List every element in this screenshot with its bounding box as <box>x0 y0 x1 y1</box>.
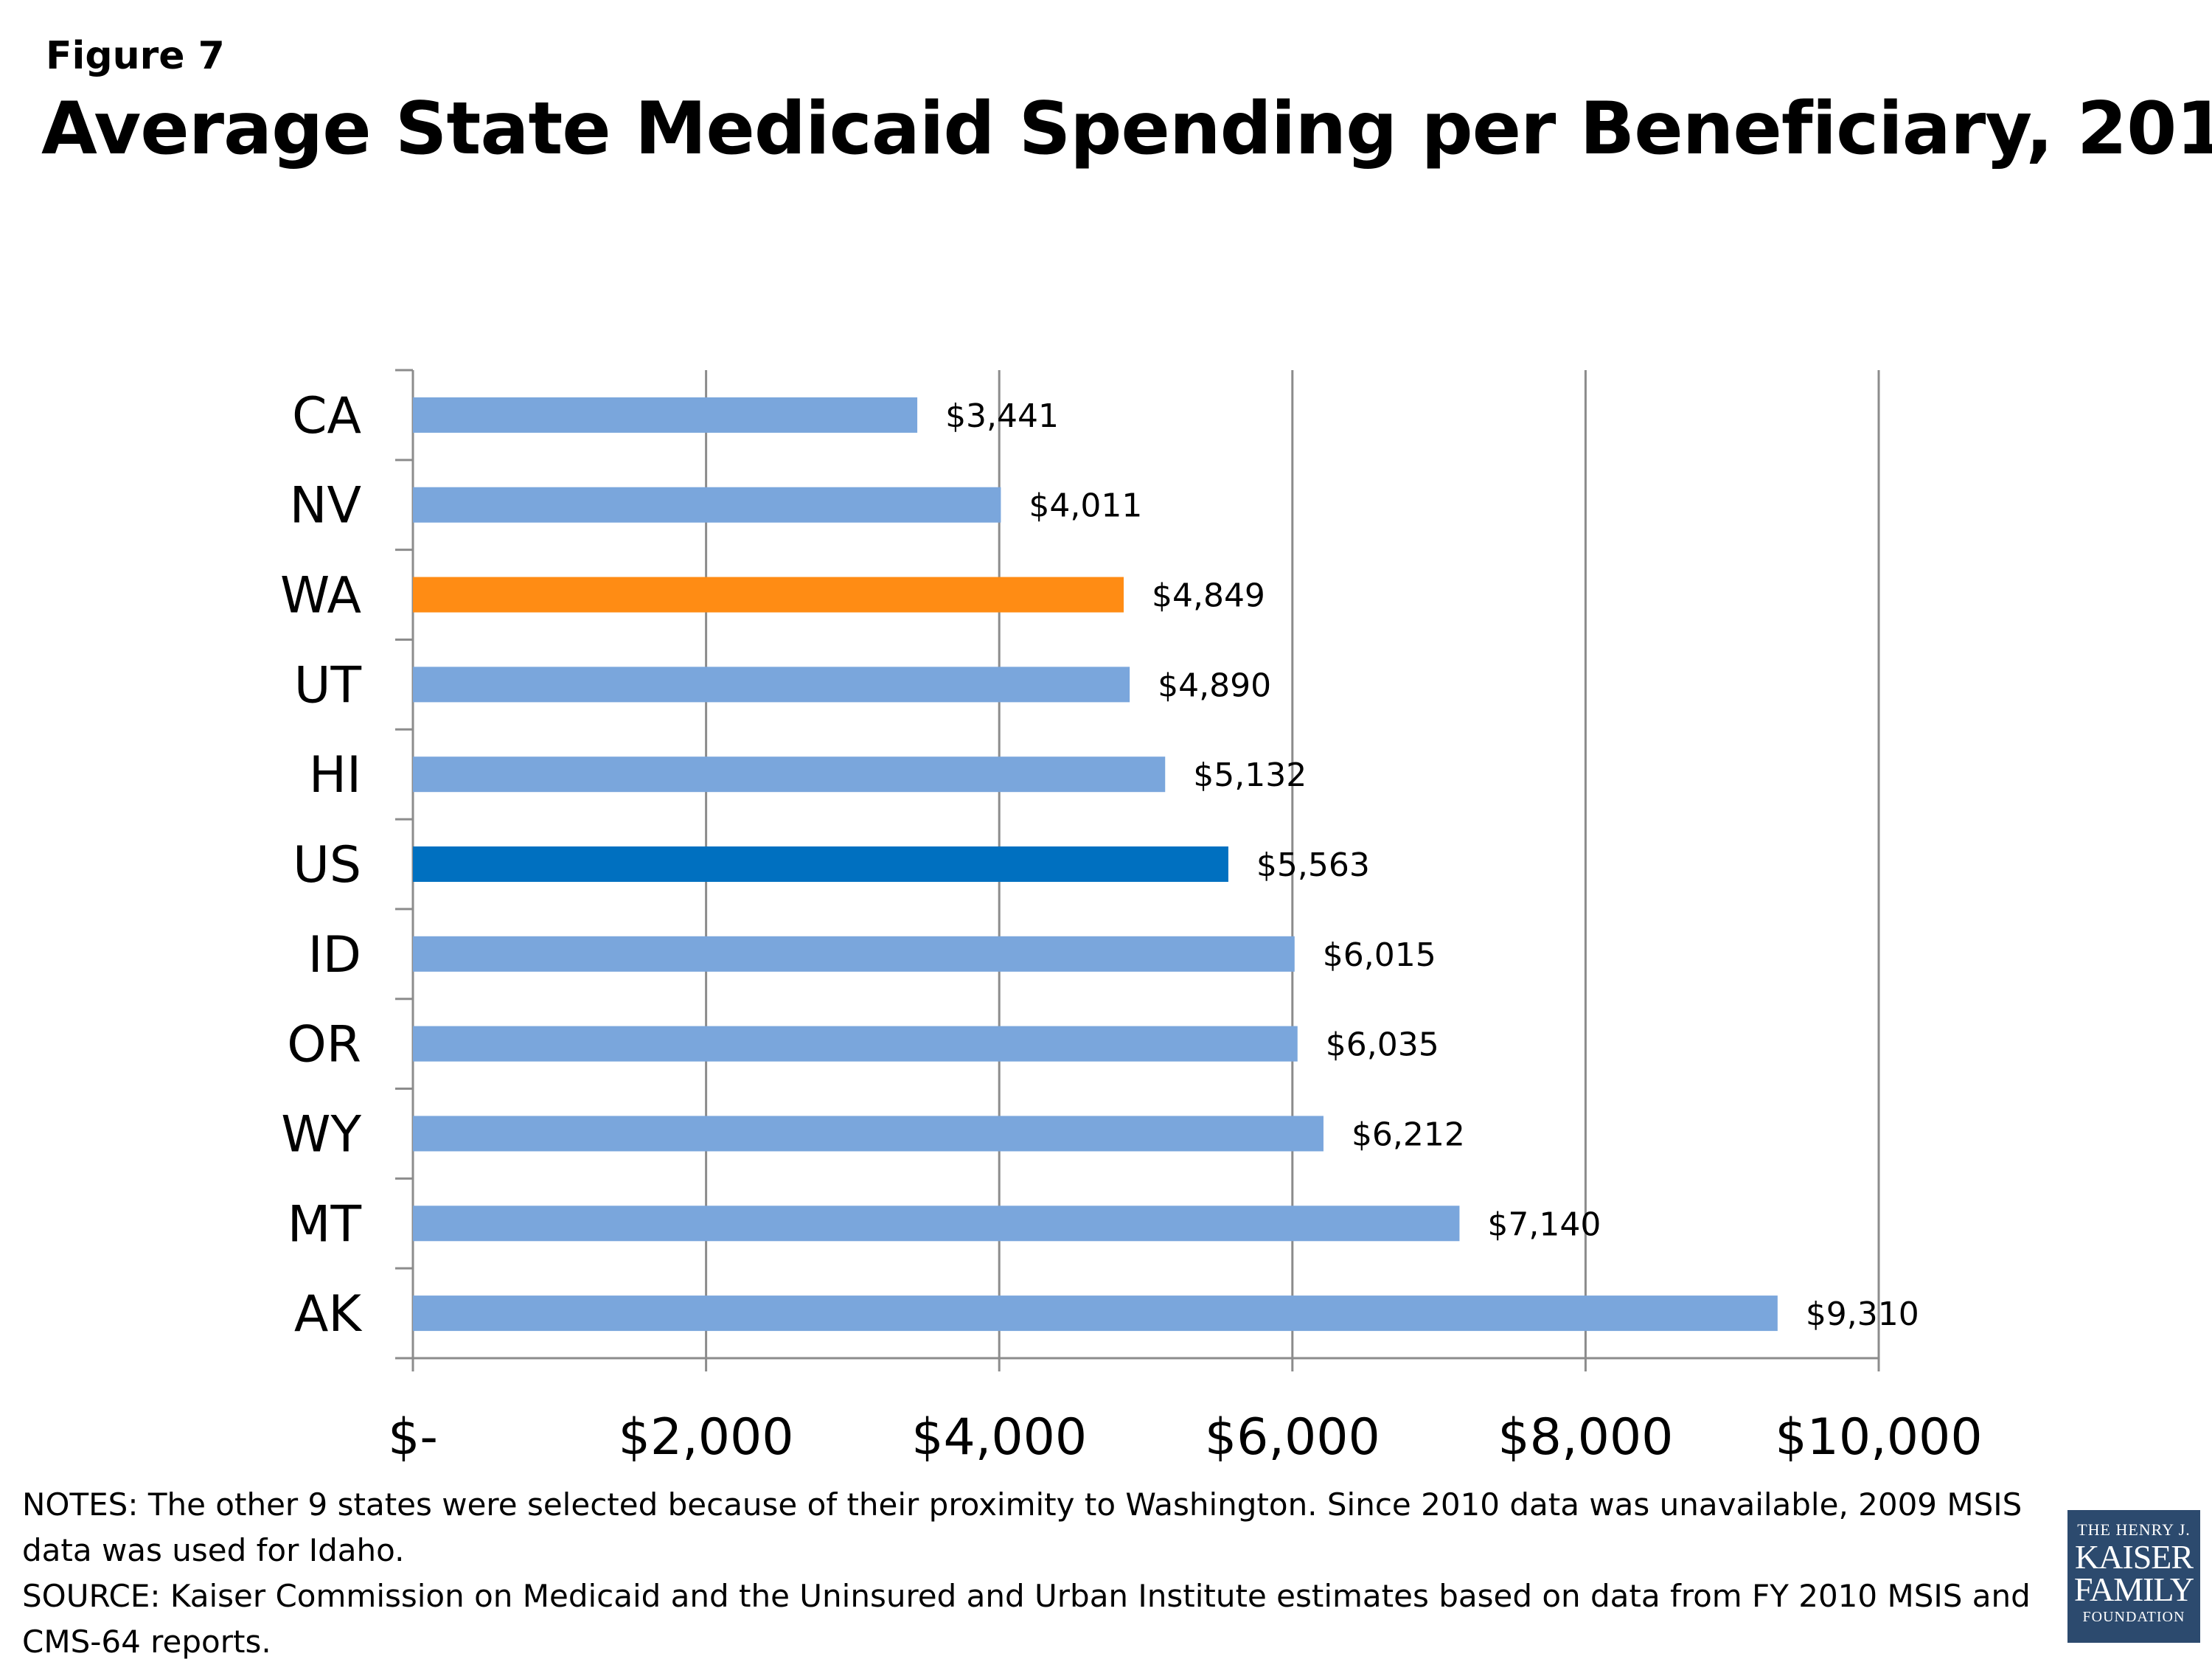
bar-ca <box>413 397 918 433</box>
data-label: $3,441 <box>945 397 1059 435</box>
y-tick-label: CA <box>292 387 361 445</box>
x-tick-label: $10,000 <box>1775 1408 1982 1467</box>
y-tick-label: HI <box>309 746 361 804</box>
kaiser-family-foundation-logo: THE HENRY J. KAISER FAMILY FOUNDATION <box>2067 1510 2200 1643</box>
logo-line-1: THE HENRY J. <box>2077 1520 2191 1539</box>
y-tick-label: WY <box>281 1105 361 1164</box>
y-tick-label: AK <box>294 1285 364 1343</box>
y-tick-label: US <box>293 836 361 894</box>
logo-line-2: KAISER <box>2074 1538 2194 1576</box>
notes-text: NOTES: The other 9 states were selected … <box>22 1486 2023 1568</box>
figure-label: Figure 7 <box>46 34 225 78</box>
x-tick-label: $6,000 <box>1205 1408 1380 1467</box>
data-label: $5,563 <box>1256 846 1370 884</box>
y-tick-label: ID <box>308 926 361 984</box>
footnotes: NOTES: The other 9 states were selected … <box>22 1482 2072 1659</box>
data-label: $4,011 <box>1029 487 1142 525</box>
bar-wy <box>413 1116 1324 1152</box>
y-tick-label: UT <box>294 656 362 714</box>
data-label: $6,015 <box>1323 936 1436 974</box>
data-label: $7,140 <box>1487 1206 1601 1243</box>
bar-hi <box>413 757 1166 793</box>
data-label: $4,890 <box>1158 667 1271 704</box>
bar-wa <box>413 577 1124 613</box>
data-label: $5,132 <box>1193 757 1307 794</box>
logo-line-3: FAMILY <box>2073 1571 2194 1608</box>
bar-chart: $- $2,000 $4,000 $6,000 $8,000 $10,000 CA $3,44… <box>280 369 1983 1467</box>
chart-title: Average State Medicaid Spending per Bene… <box>41 87 2212 171</box>
bar-ut <box>413 667 1130 703</box>
x-tick-label: $4,000 <box>911 1408 1087 1467</box>
data-label: $6,212 <box>1352 1116 1465 1153</box>
source-text: SOURCE: Kaiser Commission on Medicaid an… <box>22 1578 2031 1659</box>
x-tick-label: $- <box>388 1408 438 1467</box>
bar-ak <box>413 1295 1778 1332</box>
data-label: $4,849 <box>1152 577 1265 615</box>
y-tick-label: MT <box>288 1195 362 1253</box>
bar-or <box>413 1026 1298 1062</box>
x-tick-label: $8,000 <box>1498 1408 1673 1467</box>
data-label: $9,310 <box>1806 1295 1919 1333</box>
bar-nv <box>413 487 1001 523</box>
bar-mt <box>413 1206 1460 1242</box>
bar-id <box>413 936 1295 972</box>
y-tick-label: NV <box>290 477 361 535</box>
logo-line-4: FOUNDATION <box>2082 1609 2185 1625</box>
y-tick-label: OR <box>287 1016 361 1074</box>
y-tick-label: WA <box>280 567 361 625</box>
bar-us <box>413 846 1228 882</box>
x-tick-label: $2,000 <box>619 1408 794 1467</box>
data-label: $6,035 <box>1326 1026 1439 1064</box>
